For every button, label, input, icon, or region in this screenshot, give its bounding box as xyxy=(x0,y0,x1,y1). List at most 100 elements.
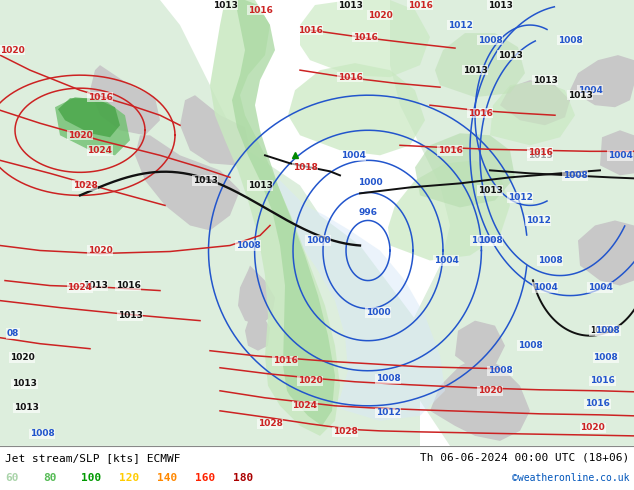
Polygon shape xyxy=(435,33,525,97)
Text: 1008: 1008 xyxy=(477,36,502,45)
Text: 1016: 1016 xyxy=(337,73,363,82)
Polygon shape xyxy=(232,0,335,426)
Polygon shape xyxy=(288,63,425,155)
Text: 1004: 1004 xyxy=(578,86,602,95)
Polygon shape xyxy=(390,0,634,446)
Text: 1008: 1008 xyxy=(562,171,587,180)
Polygon shape xyxy=(388,160,510,261)
Text: 1008: 1008 xyxy=(593,353,618,362)
Text: 160: 160 xyxy=(195,473,216,483)
Text: 1013: 1013 xyxy=(337,0,363,9)
Text: 1012: 1012 xyxy=(375,408,401,417)
Text: 1028: 1028 xyxy=(333,427,358,437)
Text: 1013: 1013 xyxy=(212,0,238,9)
Text: 1004: 1004 xyxy=(607,151,633,160)
Polygon shape xyxy=(180,95,250,165)
Polygon shape xyxy=(58,98,120,137)
Text: 1020: 1020 xyxy=(477,386,502,395)
Text: 1020: 1020 xyxy=(368,10,392,20)
Text: 1024: 1024 xyxy=(292,401,318,410)
Text: Th 06-06-2024 00:00 UTC (18+06): Th 06-06-2024 00:00 UTC (18+06) xyxy=(420,453,629,463)
Text: Jet stream/SLP [kts] ECMWF: Jet stream/SLP [kts] ECMWF xyxy=(5,453,181,463)
Text: 1013: 1013 xyxy=(12,379,37,388)
Text: 1016: 1016 xyxy=(590,376,615,385)
Text: 1020: 1020 xyxy=(0,46,25,54)
Text: 1008: 1008 xyxy=(488,366,512,375)
Text: 60: 60 xyxy=(5,473,18,483)
Text: 1016: 1016 xyxy=(527,148,552,157)
Text: 1013: 1013 xyxy=(488,0,512,9)
Text: 1013: 1013 xyxy=(82,281,107,290)
Text: ©weatheronline.co.uk: ©weatheronline.co.uk xyxy=(512,473,629,483)
Text: 1012: 1012 xyxy=(508,193,533,202)
Text: 1008: 1008 xyxy=(30,429,55,439)
Polygon shape xyxy=(90,65,160,135)
Polygon shape xyxy=(245,311,270,351)
Text: 1008: 1008 xyxy=(595,326,620,335)
Text: 1008: 1008 xyxy=(375,374,401,383)
Text: 1013: 1013 xyxy=(14,403,39,412)
Polygon shape xyxy=(300,0,430,77)
Text: 1028: 1028 xyxy=(257,419,282,428)
Polygon shape xyxy=(490,80,575,146)
Text: 1020: 1020 xyxy=(68,131,93,140)
Text: 1008: 1008 xyxy=(538,256,562,265)
Polygon shape xyxy=(500,80,570,125)
Polygon shape xyxy=(415,133,515,207)
Text: 1012: 1012 xyxy=(448,21,472,29)
Text: 1000: 1000 xyxy=(358,178,382,187)
Text: 1016: 1016 xyxy=(273,356,297,365)
Text: 1013₂: 1013₂ xyxy=(590,326,614,335)
Text: 1020: 1020 xyxy=(297,376,322,385)
Text: 140: 140 xyxy=(157,473,178,483)
Text: 1004: 1004 xyxy=(588,283,612,292)
Text: 1008: 1008 xyxy=(477,236,502,245)
Text: 1004: 1004 xyxy=(533,283,557,292)
Text: 1000: 1000 xyxy=(306,236,330,245)
Text: 1016: 1016 xyxy=(467,109,493,118)
Text: 1008: 1008 xyxy=(470,236,495,245)
Text: 1018: 1018 xyxy=(292,163,318,172)
Text: 180: 180 xyxy=(233,473,253,483)
Text: 08: 08 xyxy=(7,329,20,338)
Text: 1013: 1013 xyxy=(533,75,557,85)
Polygon shape xyxy=(275,180,445,421)
Polygon shape xyxy=(578,220,634,286)
Text: 1016: 1016 xyxy=(87,93,112,102)
Text: 1013: 1013 xyxy=(193,176,217,185)
Text: 1016: 1016 xyxy=(408,0,432,9)
Text: 1016: 1016 xyxy=(437,146,462,155)
Text: 1008: 1008 xyxy=(517,341,542,350)
Text: 996: 996 xyxy=(358,208,377,217)
Polygon shape xyxy=(55,97,130,155)
Text: 1008: 1008 xyxy=(236,241,261,250)
Polygon shape xyxy=(455,320,505,371)
Text: 1013: 1013 xyxy=(527,151,552,160)
Text: 1028: 1028 xyxy=(72,181,98,190)
Text: 1013: 1013 xyxy=(247,181,273,190)
Text: 1016: 1016 xyxy=(585,399,610,408)
Polygon shape xyxy=(135,135,240,230)
Text: 1012: 1012 xyxy=(526,216,550,225)
Text: 1024: 1024 xyxy=(87,146,112,155)
Text: 1016: 1016 xyxy=(353,32,377,42)
Text: 1008: 1008 xyxy=(558,36,583,45)
Polygon shape xyxy=(210,0,340,436)
Text: 1016: 1016 xyxy=(115,281,141,290)
Text: 1013: 1013 xyxy=(117,311,143,320)
Text: 100: 100 xyxy=(81,473,101,483)
Polygon shape xyxy=(570,55,634,107)
Text: 1013: 1013 xyxy=(498,50,522,60)
Text: 1013: 1013 xyxy=(463,66,488,74)
Polygon shape xyxy=(600,130,634,175)
Text: 1024: 1024 xyxy=(67,283,93,292)
Text: 1013: 1013 xyxy=(477,186,502,195)
Text: 1020: 1020 xyxy=(87,246,112,255)
Text: 1020: 1020 xyxy=(580,423,605,432)
Text: 1013: 1013 xyxy=(567,91,592,99)
Text: 80: 80 xyxy=(43,473,56,483)
Text: 1016: 1016 xyxy=(247,5,273,15)
Text: 120: 120 xyxy=(119,473,139,483)
Text: 1016: 1016 xyxy=(297,25,323,35)
Polygon shape xyxy=(0,0,420,446)
